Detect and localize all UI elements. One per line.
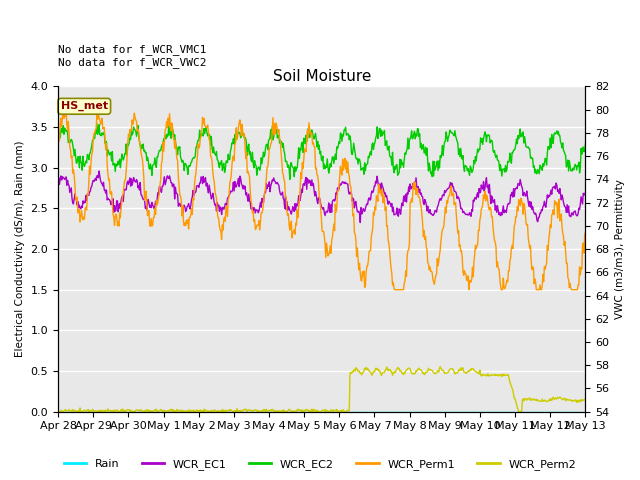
Text: No data for f_WCR_VMC1
No data for f_WCR_VWC2: No data for f_WCR_VMC1 No data for f_WCR…	[58, 44, 207, 68]
Text: HS_met: HS_met	[61, 101, 108, 111]
Y-axis label: VWC (m3/m3), Permittivity: VWC (m3/m3), Permittivity	[615, 179, 625, 319]
Y-axis label: Electrical Conductivity (dS/m), Rain (mm): Electrical Conductivity (dS/m), Rain (mm…	[15, 141, 25, 357]
Legend: Rain, WCR_EC1, WCR_EC2, WCR_Perm1, WCR_Perm2: Rain, WCR_EC1, WCR_EC2, WCR_Perm1, WCR_P…	[60, 455, 580, 474]
Title: Soil Moisture: Soil Moisture	[273, 69, 371, 84]
